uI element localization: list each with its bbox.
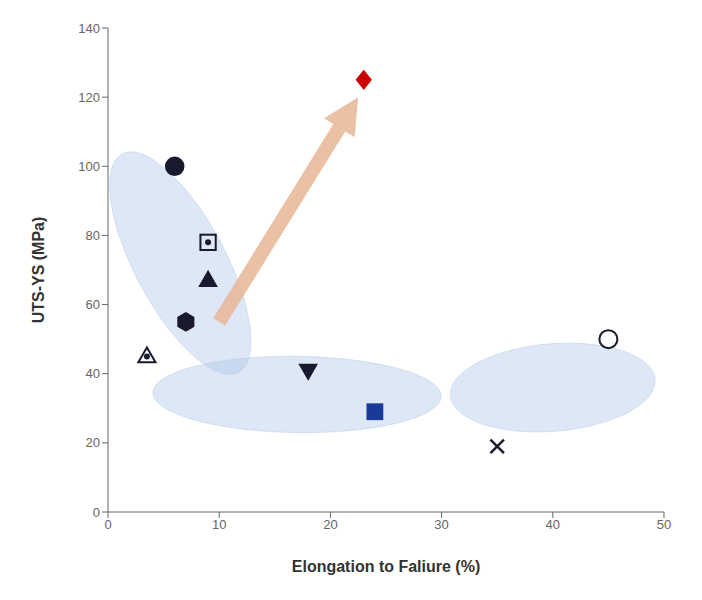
svg-text:10: 10 xyxy=(212,517,226,532)
svg-text:40: 40 xyxy=(86,366,100,381)
svg-text:140: 140 xyxy=(78,21,100,36)
svg-text:UTS-YS (MPa): UTS-YS (MPa) xyxy=(30,217,47,324)
svg-text:30: 30 xyxy=(434,517,448,532)
svg-text:100: 100 xyxy=(78,159,100,174)
svg-text:50: 50 xyxy=(657,517,671,532)
svg-text:20: 20 xyxy=(323,517,337,532)
svg-text:60: 60 xyxy=(86,297,100,312)
svg-text:0: 0 xyxy=(104,517,111,532)
svg-text:40: 40 xyxy=(546,517,560,532)
svg-text:0: 0 xyxy=(93,505,100,520)
svg-text:80: 80 xyxy=(86,228,100,243)
svg-text:20: 20 xyxy=(86,435,100,450)
svg-text:Elongation to Faliure (%): Elongation to Faliure (%) xyxy=(292,558,480,575)
svg-text:120: 120 xyxy=(78,90,100,105)
